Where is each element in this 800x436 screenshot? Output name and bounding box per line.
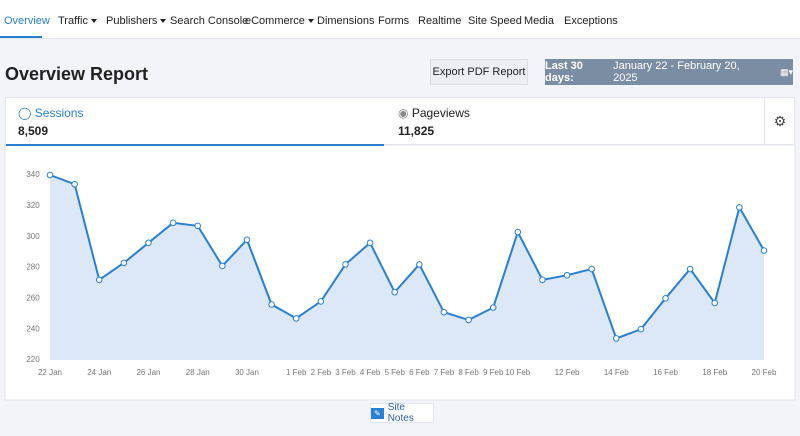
y-tick-label: 220 <box>26 355 40 364</box>
x-tick-label: 22 Jan <box>38 368 62 377</box>
x-tick-label: 28 Jan <box>186 368 210 377</box>
point <box>292 315 300 322</box>
point <box>268 301 275 308</box>
point <box>120 259 128 267</box>
point <box>169 219 177 227</box>
x-tick-label: 30 Jan <box>235 368 259 377</box>
x-tick-label: 7 Feb <box>434 368 455 377</box>
point <box>317 298 325 305</box>
export-button[interactable]: Export PDF Report <box>430 59 528 85</box>
tab[interactable]: ◉ Pageviews 11,825 <box>386 98 764 144</box>
nav-item[interactable]: Media <box>524 15 554 27</box>
point <box>489 304 497 311</box>
settings-button[interactable]: ⚙ <box>764 98 795 144</box>
x-tick-label: 6 Feb <box>409 368 430 377</box>
nav-item[interactable]: eCommerce <box>245 15 314 27</box>
tab-label-text: Pageviews <box>411 106 470 120</box>
line <box>49 174 765 340</box>
x-tick-label: 2 Feb <box>311 368 332 377</box>
tab-label: ◉ Pageviews <box>398 106 470 120</box>
point <box>46 171 54 179</box>
x-tick-label: 24 Jan <box>87 368 111 377</box>
y-tick-label: 240 <box>26 324 40 333</box>
y-tick-label: 320 <box>26 201 40 210</box>
x-tick-label: 4 Feb <box>360 368 381 377</box>
x-tick-label: 14 Feb <box>604 368 629 377</box>
tab-label-text: Sessions <box>34 106 84 120</box>
x-tick-label: 16 Feb <box>653 368 678 377</box>
tabs: ◯ Sessions 8,509 ◉ Pageviews 11,825 ⚙ <box>5 97 795 146</box>
nav-item[interactable]: Traffic <box>58 15 97 27</box>
point <box>662 295 669 302</box>
x-tick-label: 10 Feb <box>505 368 530 377</box>
x-tick-label: 26 Jan <box>136 368 160 377</box>
point <box>145 239 152 247</box>
nav-item[interactable]: Search Console <box>170 15 249 27</box>
point <box>243 236 251 244</box>
nav-item[interactable]: Dimensions <box>317 15 375 27</box>
y-tick-label: 280 <box>26 263 40 272</box>
x-tick-label: 12 Feb <box>555 368 580 377</box>
point <box>95 276 103 284</box>
x-tick-label: 20 Feb <box>752 368 777 377</box>
button-label: Export PDF Report <box>432 66 526 78</box>
x-tick-label: 9 Feb <box>483 368 504 377</box>
nav-item[interactable]: Overview <box>4 15 50 27</box>
point <box>194 222 202 230</box>
nav-bar: Overview Traffic Publishers Search Conso… <box>0 0 800 39</box>
y-tick-label: 260 <box>26 293 40 302</box>
x-tick-label: 8 Feb <box>458 368 479 377</box>
nav-item[interactable]: Site Speed <box>468 15 522 27</box>
active-underline <box>0 36 42 38</box>
point <box>391 288 398 296</box>
nav-item[interactable]: Publishers <box>106 15 166 27</box>
date-range-button[interactable]: Last 30 days: January 22 - February 20, … <box>545 59 793 85</box>
point <box>219 262 226 270</box>
tab[interactable]: ◯ Sessions 8,509 <box>6 98 384 146</box>
point <box>612 335 620 342</box>
tab-value: 8,509 <box>18 124 49 138</box>
x-tick-label: 5 Feb <box>384 368 405 377</box>
notes-icon: ✎ <box>371 407 384 419</box>
point <box>465 316 472 324</box>
point <box>736 204 743 211</box>
point <box>563 271 571 279</box>
point <box>366 239 374 247</box>
x-tick-label: 3 Feb <box>335 368 356 377</box>
button-label: Site Notes <box>387 402 414 424</box>
point <box>588 265 595 273</box>
x-tick-label: 18 Feb <box>702 368 727 377</box>
tab-label: ◯ Sessions <box>18 106 84 120</box>
point <box>711 299 719 307</box>
x-tick-label: 1 Feb <box>286 368 307 377</box>
site-notes-button[interactable]: ✎ Site Notes <box>370 402 434 424</box>
y-tick-label: 300 <box>26 232 40 241</box>
point <box>539 276 546 284</box>
tab-value: 11,825 <box>398 124 435 138</box>
nav-item[interactable]: Forms <box>378 15 410 27</box>
point <box>342 261 349 268</box>
point <box>637 325 645 333</box>
point <box>514 228 522 236</box>
point <box>686 265 694 273</box>
nav-item[interactable]: Exceptions <box>564 15 618 27</box>
point <box>760 247 768 254</box>
point <box>416 261 423 268</box>
date-value: January 22 - February 20, 2025 <box>613 60 740 84</box>
point <box>71 180 78 188</box>
nav-item[interactable]: Realtime <box>418 15 462 27</box>
date-label: Last 30 days: <box>545 60 583 84</box>
area <box>50 175 764 360</box>
point <box>440 308 448 316</box>
calendar-icon: ▦▾ <box>779 66 793 77</box>
y-tick-label: 340 <box>26 170 40 179</box>
page-title: Overview Report <box>5 64 149 84</box>
